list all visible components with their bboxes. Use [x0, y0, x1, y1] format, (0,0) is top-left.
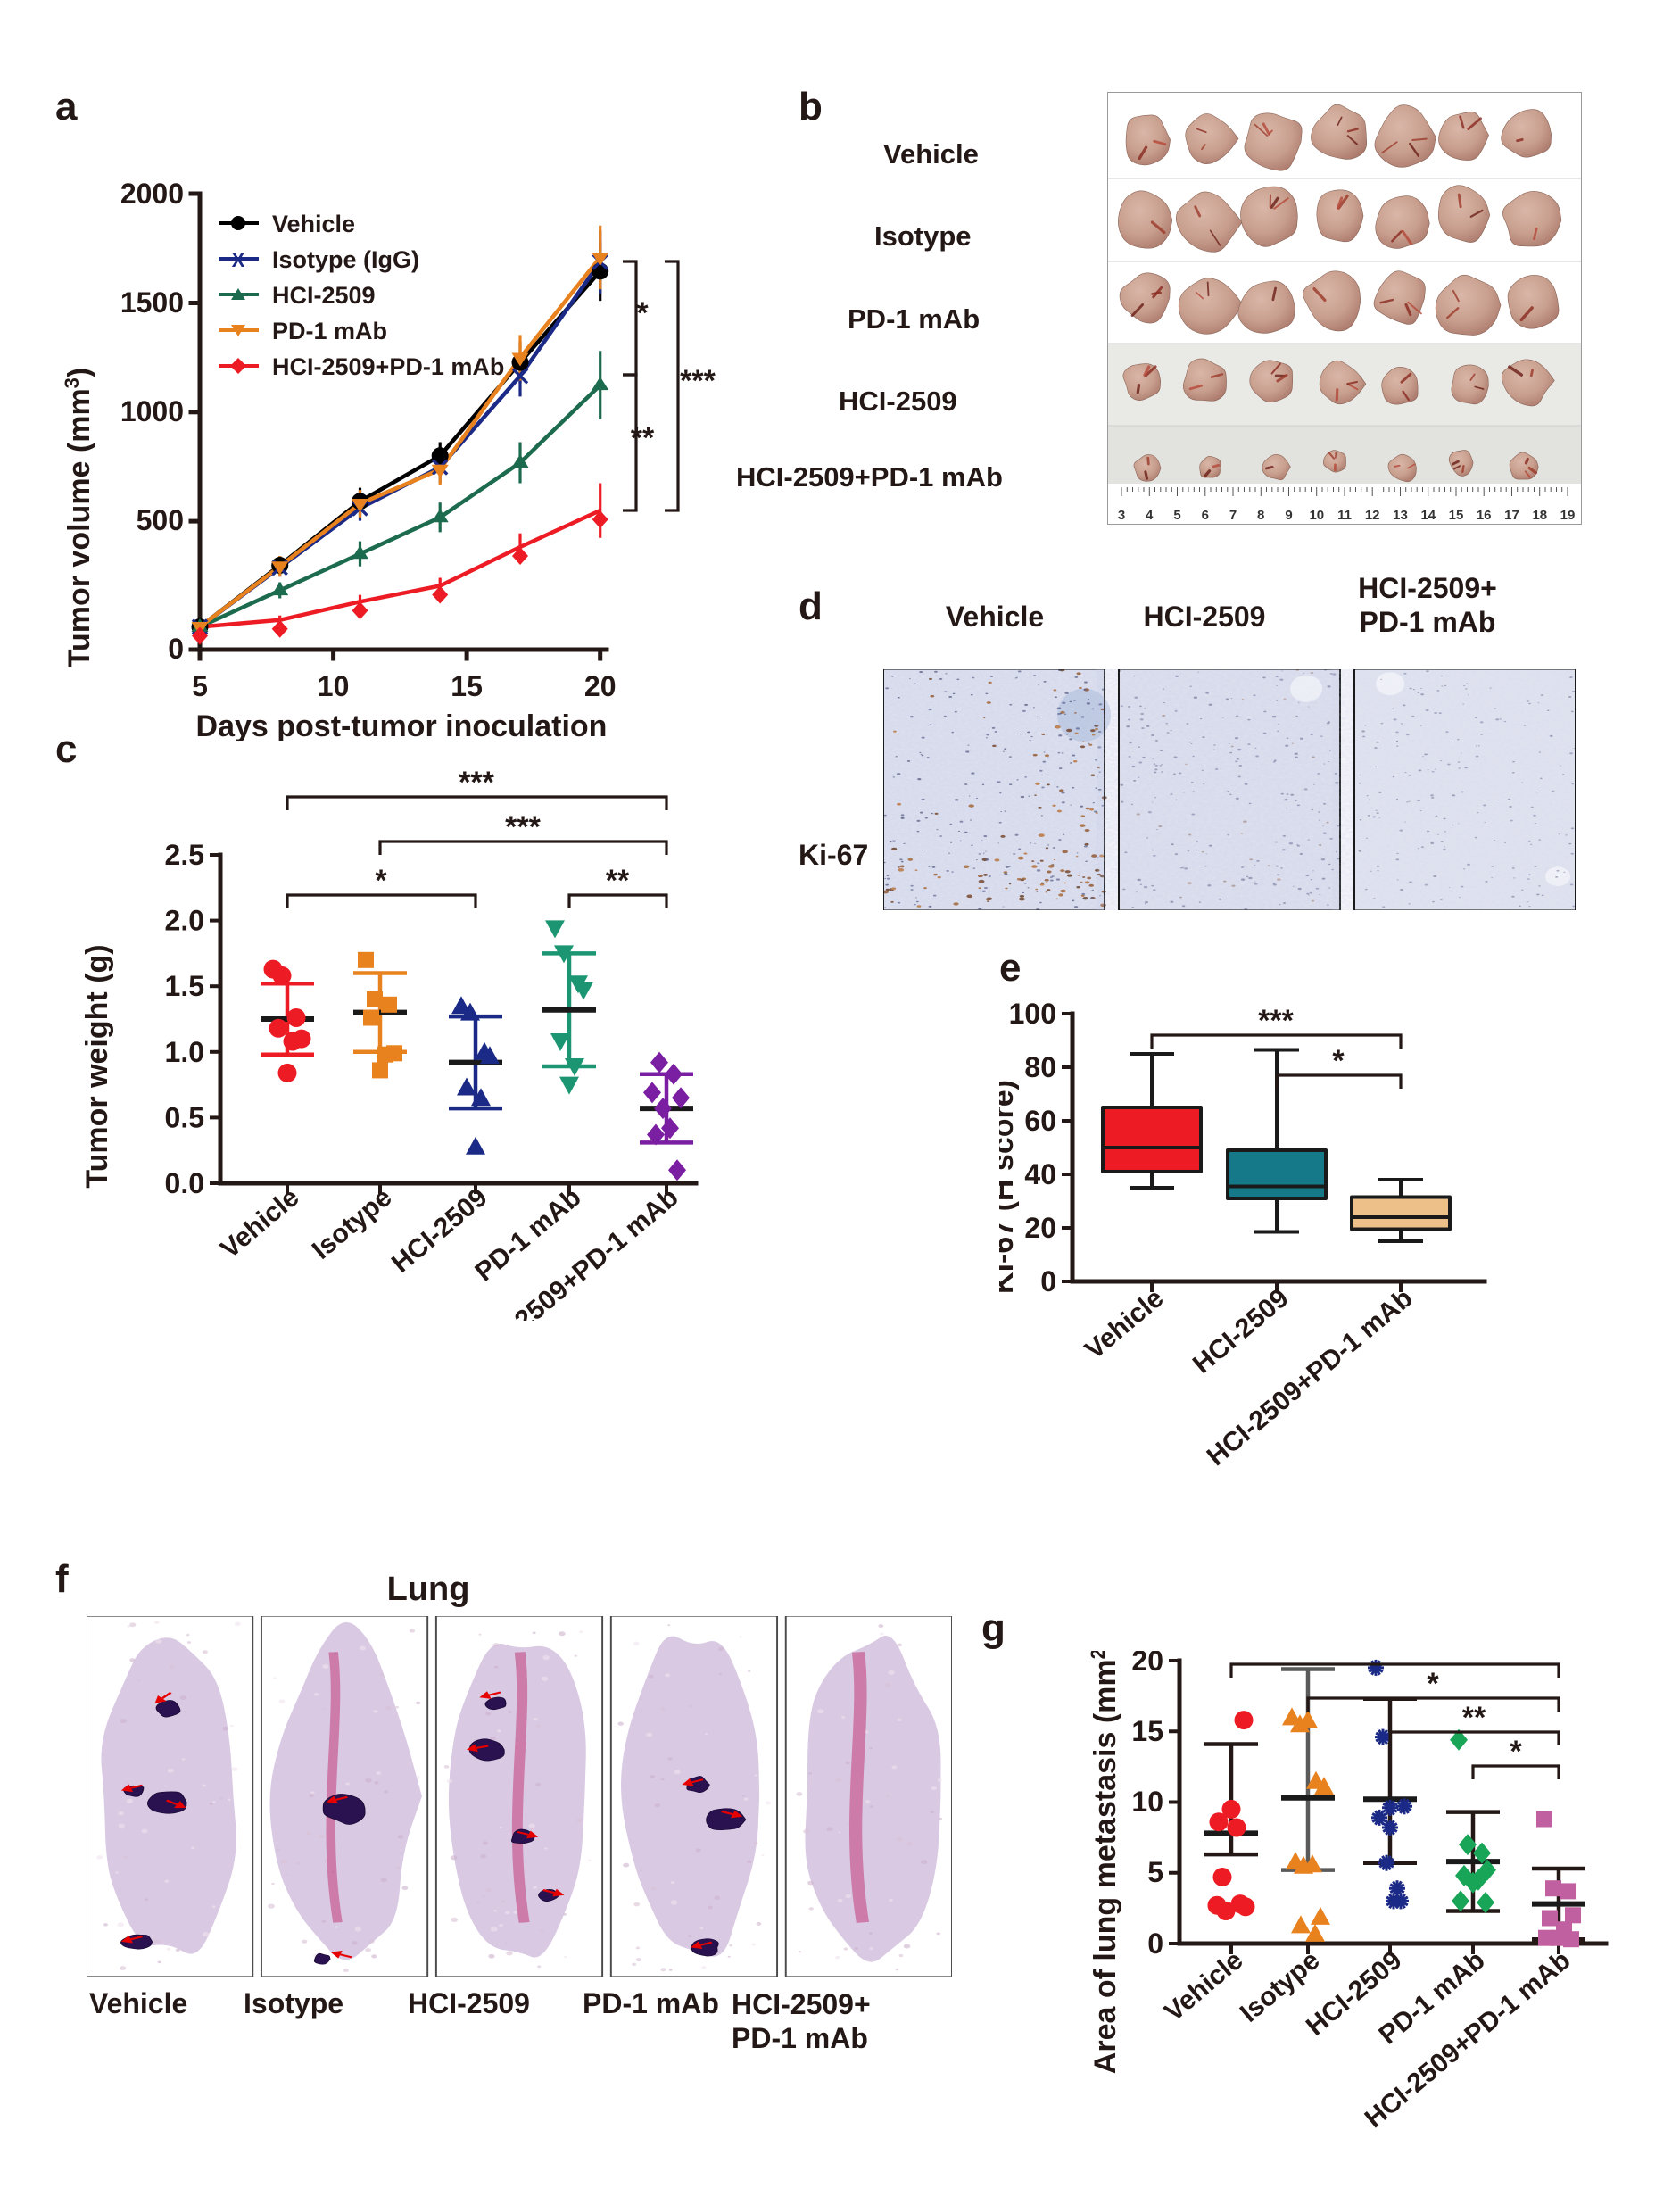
svg-text:9: 9 — [1285, 508, 1292, 523]
svg-text:15: 15 — [1449, 508, 1464, 523]
svg-text:***: *** — [459, 766, 494, 800]
svg-text:Isotype (IgG): Isotype (IgG) — [272, 246, 419, 273]
svg-text:Vehicle: Vehicle — [215, 1182, 304, 1264]
svg-text:5: 5 — [1147, 1856, 1163, 1888]
svg-text:60: 60 — [1024, 1105, 1056, 1137]
svg-text:1.0: 1.0 — [165, 1036, 204, 1068]
svg-text:HCI-2509+PD-1 mAb: HCI-2509+PD-1 mAb — [1202, 1283, 1419, 1471]
svg-text:Vehicle: Vehicle — [272, 211, 355, 237]
svg-text:2000: 2000 — [120, 178, 184, 210]
svg-text:*: * — [636, 296, 649, 330]
svg-text:1500: 1500 — [120, 286, 184, 319]
svg-text:3: 3 — [1118, 508, 1125, 523]
svg-text:0: 0 — [1147, 1927, 1163, 1960]
svg-text:19: 19 — [1560, 508, 1576, 523]
svg-text:6: 6 — [1202, 508, 1209, 523]
svg-text:20: 20 — [584, 670, 617, 702]
svg-text:**: ** — [606, 864, 630, 898]
svg-text:0: 0 — [1040, 1265, 1056, 1297]
svg-text:X: X — [232, 249, 245, 271]
svg-text:HCI-2509+PD-1 mAb: HCI-2509+PD-1 mAb — [272, 353, 504, 380]
svg-text:*: * — [1388, 1651, 1401, 1667]
svg-text:HCI-2509: HCI-2509 — [272, 282, 376, 309]
svg-text:Vehicle: Vehicle — [1080, 1283, 1169, 1365]
svg-text:8: 8 — [1257, 508, 1264, 523]
svg-text:13: 13 — [1393, 508, 1408, 523]
svg-text:HCI-2509: HCI-2509 — [1188, 1283, 1295, 1380]
svg-text:15: 15 — [451, 670, 483, 702]
svg-text:20: 20 — [1024, 1212, 1056, 1244]
svg-text:14: 14 — [1420, 508, 1436, 523]
svg-text:40: 40 — [1024, 1158, 1056, 1190]
svg-text:1000: 1000 — [120, 395, 184, 427]
svg-text:0.5: 0.5 — [165, 1101, 204, 1133]
svg-text:5: 5 — [1173, 508, 1180, 523]
svg-text:100: 100 — [1009, 999, 1056, 1030]
svg-text:1.5: 1.5 — [165, 970, 204, 1002]
svg-text:0: 0 — [168, 633, 184, 665]
svg-text:Area of lung metastasis (mm2): Area of lung metastasis (mm2) — [1087, 1651, 1123, 2074]
svg-text:**: ** — [631, 421, 655, 455]
svg-text:18: 18 — [1532, 508, 1547, 523]
svg-text:11: 11 — [1337, 508, 1352, 523]
svg-text:*: * — [375, 864, 387, 898]
svg-text:***: *** — [680, 364, 716, 398]
svg-text:4: 4 — [1146, 508, 1154, 523]
svg-text:**: ** — [1462, 1701, 1486, 1735]
svg-text:7: 7 — [1229, 508, 1237, 523]
svg-text:*: * — [1427, 1667, 1439, 1701]
svg-text:5: 5 — [192, 670, 208, 702]
svg-text:16: 16 — [1477, 508, 1492, 523]
svg-text:***: *** — [1258, 1004, 1294, 1038]
svg-text:20: 20 — [1131, 1651, 1163, 1677]
svg-text:12: 12 — [1365, 508, 1380, 523]
svg-text:10: 10 — [1309, 508, 1324, 523]
svg-text:80: 80 — [1024, 1051, 1056, 1083]
svg-text:*: * — [1510, 1735, 1522, 1769]
svg-text:2.0: 2.0 — [165, 905, 204, 937]
svg-text:*: * — [1332, 1044, 1345, 1078]
svg-text:0.0: 0.0 — [165, 1167, 204, 1199]
svg-text:Isotype: Isotype — [307, 1182, 398, 1265]
svg-text:2.5: 2.5 — [165, 839, 204, 871]
svg-text:PD-1 mAb: PD-1 mAb — [272, 318, 387, 344]
svg-text:***: *** — [505, 810, 541, 844]
svg-text:Ki-67 (H score): Ki-67 (H score) — [999, 1080, 1020, 1294]
svg-text:Tumor volume (mm3): Tumor volume (mm3) — [61, 368, 97, 668]
svg-text:10: 10 — [318, 670, 350, 702]
svg-text:500: 500 — [137, 504, 184, 536]
svg-text:17: 17 — [1504, 508, 1519, 523]
svg-text:15: 15 — [1131, 1715, 1163, 1747]
svg-text:Tumor weight (g): Tumor weight (g) — [80, 944, 114, 1188]
svg-text:Vehicle: Vehicle — [1159, 1945, 1248, 2027]
svg-text:10: 10 — [1131, 1786, 1163, 1818]
